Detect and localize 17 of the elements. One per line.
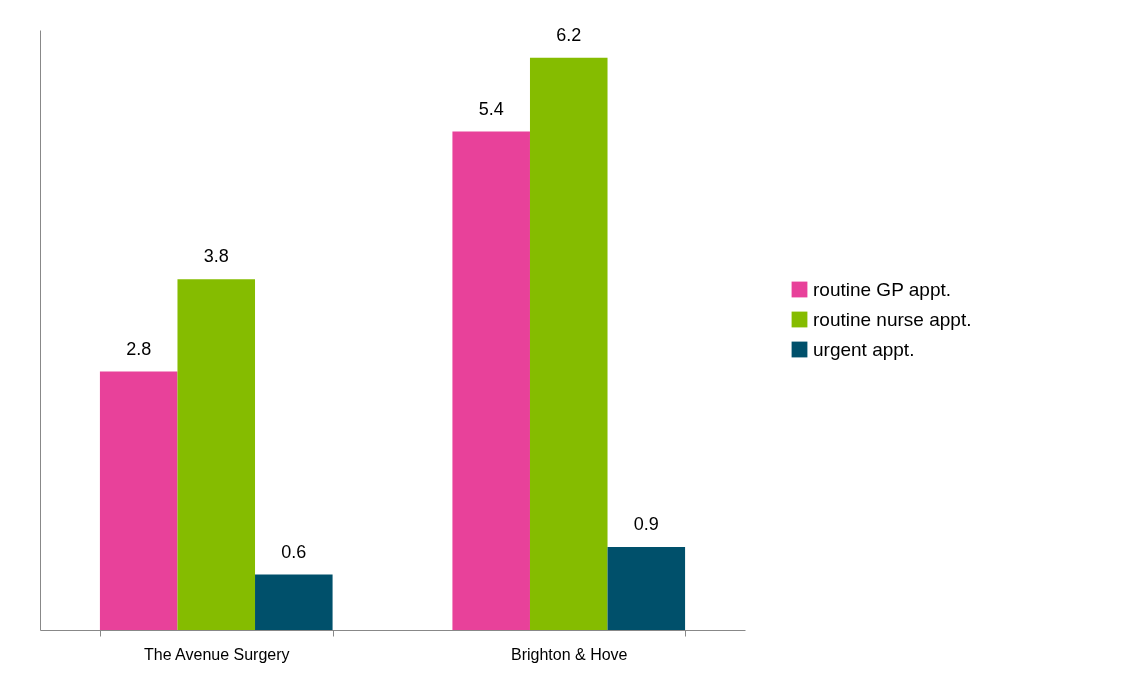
data-label: 2.8 — [126, 338, 152, 359]
bar — [255, 574, 333, 630]
data-label: 0.6 — [281, 541, 307, 562]
data-label: 6.2 — [556, 24, 582, 45]
bar — [452, 131, 530, 630]
data-label: 0.9 — [633, 513, 659, 534]
legend-label: urgent appt. — [813, 338, 915, 360]
bar — [99, 371, 178, 630]
legend-label: routine nurse appt. — [813, 308, 972, 330]
bar — [177, 279, 256, 630]
x-tick-label: The Avenue Surgery — [143, 645, 290, 663]
bar — [607, 546, 686, 630]
bar — [529, 57, 608, 630]
legend-label: routine GP appt. — [813, 278, 952, 300]
x-tick-label: Brighton & Hove — [510, 645, 628, 663]
data-label: 3.8 — [203, 246, 229, 267]
data-label: 5.4 — [478, 98, 504, 119]
